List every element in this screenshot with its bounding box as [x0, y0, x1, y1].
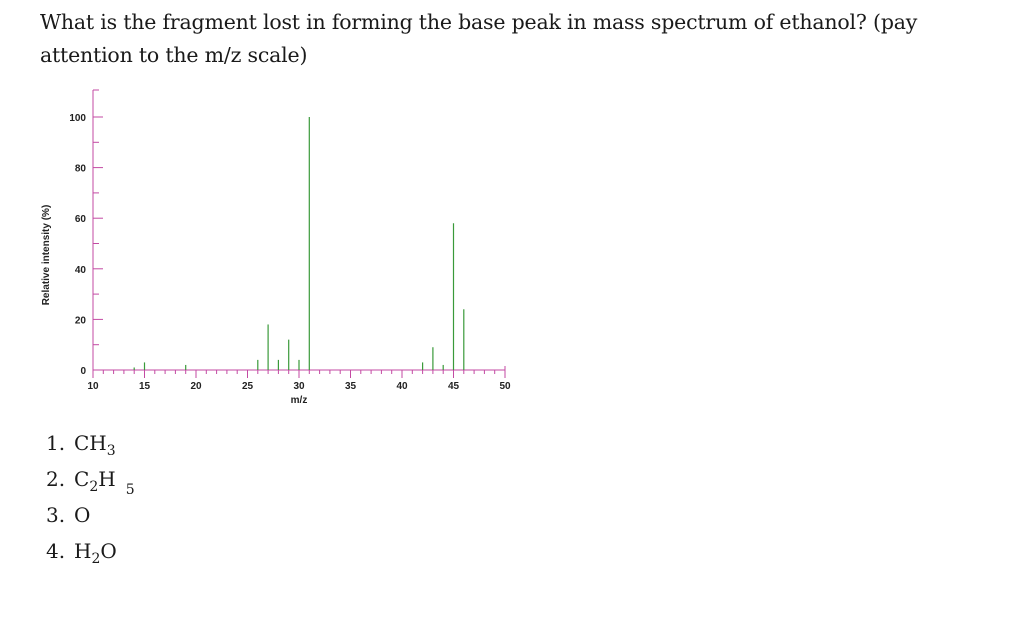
- x-tick-label: 35: [345, 381, 357, 392]
- y-tick-label: 40: [75, 265, 87, 276]
- formula-text: H: [74, 539, 92, 563]
- formula-text: H: [98, 467, 116, 491]
- y-tick-label: 20: [75, 315, 87, 326]
- answer-choice-2: 2. C2H 5: [46, 461, 135, 498]
- answer-number: 3.: [46, 503, 66, 527]
- question-text: What is the fragment lost in forming the…: [40, 10, 918, 67]
- answer-choices: 1. CH3 2. C2H 5 3. O 4. H2O: [46, 425, 135, 569]
- x-tick-label: 40: [396, 381, 408, 392]
- answer-choice-3: 3. O: [46, 497, 135, 533]
- answer-choice-4: 4. H2O: [46, 533, 135, 569]
- formula-text: O: [74, 503, 91, 527]
- y-axis-label: Relative intensity (%): [41, 205, 52, 306]
- answer-number: 2.: [46, 467, 66, 491]
- y-tick-label: 0: [80, 366, 86, 377]
- x-tick-label: 25: [242, 381, 254, 392]
- formula-text: O: [100, 539, 117, 563]
- y-tick-label: 100: [69, 113, 86, 124]
- x-axis-label: m/z: [291, 395, 308, 406]
- mass-spectrum-chart: 0 20 40 60 80 100 10 15 20 25 30 35 40 45 50 m/z Relativ…: [41, 89, 511, 406]
- answer-number: 1.: [46, 431, 66, 455]
- formula-subscript: 2: [89, 479, 99, 495]
- x-tick-label: 50: [499, 381, 511, 392]
- formula-subscript: 2: [91, 551, 101, 567]
- formula-subscript: 5: [125, 482, 135, 498]
- x-tick-label: 30: [293, 381, 305, 392]
- formula-subscript: 3: [106, 443, 116, 459]
- y-tick-label: 80: [75, 164, 87, 175]
- formula-text: CH: [74, 431, 107, 455]
- y-tick-label: 60: [75, 214, 87, 225]
- formula-text: C: [74, 467, 90, 491]
- answer-number: 4.: [46, 539, 66, 563]
- x-tick-label: 15: [139, 381, 151, 392]
- answer-choice-1: 1. CH3: [46, 425, 135, 461]
- x-tick-label: 20: [190, 381, 202, 392]
- x-tick-label: 10: [87, 381, 99, 392]
- x-tick-label: 45: [448, 381, 460, 392]
